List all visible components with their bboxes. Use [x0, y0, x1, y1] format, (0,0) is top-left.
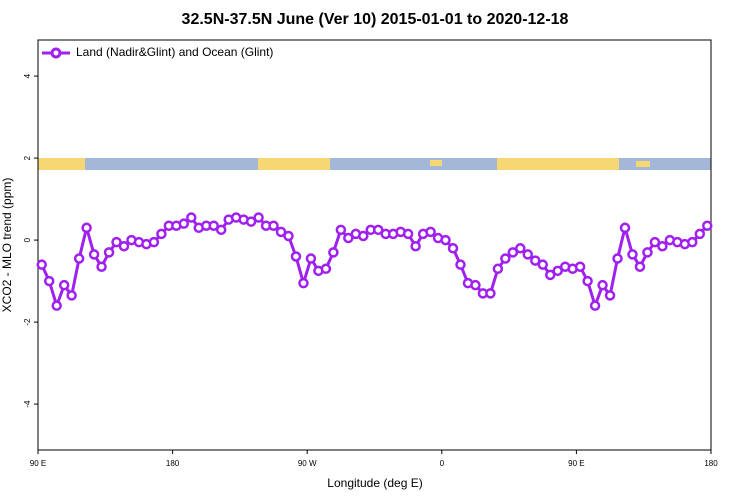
data-point — [574, 261, 586, 272]
data-point — [81, 222, 92, 234]
data-point — [500, 253, 511, 264]
y-tick-label: -2 — [23, 318, 32, 326]
data-point — [470, 279, 481, 291]
data-point — [58, 279, 70, 291]
data-point — [410, 240, 421, 252]
data-point — [118, 240, 130, 252]
data-point — [455, 259, 466, 270]
data-point — [335, 224, 347, 236]
y-axis-label: XCO2 - MLO trend (ppm) — [0, 178, 14, 313]
data-point — [612, 253, 623, 264]
data-point — [215, 224, 227, 236]
data-point — [111, 236, 122, 248]
data-point — [320, 263, 332, 275]
data-point — [148, 236, 160, 248]
data-point — [627, 249, 638, 260]
data-point — [537, 259, 548, 270]
data-point — [589, 300, 601, 311]
data-point — [73, 253, 85, 264]
x-tick-label: 0 — [440, 459, 445, 468]
data-point — [358, 230, 369, 242]
data-point — [275, 226, 287, 238]
x-tick-label: 180 — [166, 459, 180, 468]
data-point — [88, 249, 100, 260]
x-tick-label: 90 E — [30, 459, 46, 468]
data-point — [103, 247, 115, 258]
data-point — [687, 236, 698, 248]
data-point — [245, 216, 257, 227]
data-point — [597, 279, 608, 291]
y-tick-label: 2 — [23, 155, 32, 160]
data-point — [283, 230, 294, 242]
data-point — [96, 261, 107, 272]
data-point — [51, 300, 62, 311]
data-point — [290, 251, 302, 262]
legend: Land (Nadir&Glint) and Ocean (Glint) — [42, 45, 273, 59]
x-tick-label: 90 W — [298, 459, 317, 468]
data-point — [530, 255, 541, 266]
data-point — [305, 253, 317, 264]
data-point — [515, 243, 526, 254]
y-tick-label: 4 — [23, 73, 32, 78]
x-axis-label: Longitude (deg E) — [327, 476, 422, 490]
x-tick-label: 180 — [704, 459, 718, 468]
data-point — [649, 236, 661, 248]
plot-frame — [37, 39, 712, 451]
data-point — [634, 261, 646, 272]
y-tick-label: 0 — [23, 237, 32, 242]
data-point — [492, 263, 504, 275]
data-point — [544, 269, 556, 281]
data-point — [447, 243, 459, 254]
data-point — [372, 224, 384, 236]
legend-label: Land (Nadir&Glint) and Ocean (Glint) — [76, 45, 273, 59]
data-point — [507, 247, 519, 258]
data-point — [343, 232, 354, 244]
data-point — [43, 275, 55, 287]
data-point — [298, 277, 309, 289]
x-tick-label: 90 E — [568, 459, 584, 468]
data-point — [328, 247, 339, 258]
data-point — [604, 290, 616, 301]
data-point — [657, 240, 668, 252]
data-point — [66, 290, 77, 301]
data-point — [186, 212, 197, 223]
data-point — [156, 228, 167, 240]
data-point — [485, 288, 496, 299]
data-point — [402, 228, 414, 240]
data-point — [522, 249, 534, 260]
data-point — [702, 220, 713, 231]
data-point — [582, 275, 593, 287]
data-point — [619, 222, 631, 234]
legend-marker — [50, 47, 62, 59]
data-point — [440, 234, 451, 246]
data-point — [208, 220, 219, 231]
data-point — [253, 212, 264, 223]
chart-title: 32.5N-37.5N June (Ver 10) 2015-01-01 to … — [182, 11, 569, 28]
data-point — [425, 226, 436, 238]
land-ocean-strip — [38, 158, 711, 170]
data-point — [36, 259, 47, 270]
data-point — [268, 220, 279, 231]
y-tick-label: -4 — [23, 400, 32, 408]
data-point — [642, 247, 653, 258]
data-point — [694, 228, 706, 240]
data-point — [178, 218, 190, 229]
data-point — [552, 265, 563, 277]
